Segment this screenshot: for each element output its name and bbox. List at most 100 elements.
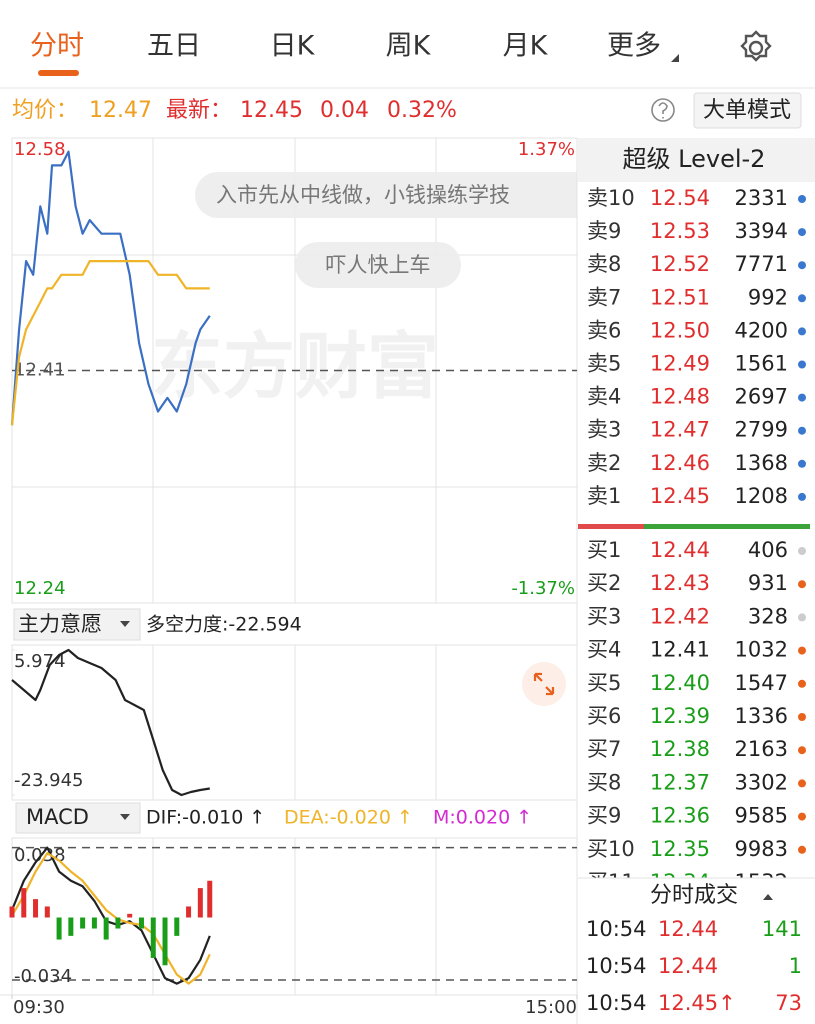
histogram-bar bbox=[174, 917, 180, 936]
bid-list: 买1 12.44 406 买2 12.43 931 买3 12.42 328 买4 12.41 103… bbox=[587, 538, 806, 894]
level-price: 12.37 bbox=[650, 770, 710, 794]
avg-value: 12.47 bbox=[89, 98, 152, 123]
indicator-dropdown[interactable] bbox=[13, 608, 141, 641]
mode-button-label: 大单模式 bbox=[703, 98, 791, 123]
mode-button[interactable] bbox=[693, 92, 802, 129]
expand-icon[interactable] bbox=[522, 662, 566, 706]
legend-entry: M:0.020 ↑ bbox=[433, 807, 532, 829]
macd-dropdown[interactable] bbox=[15, 802, 141, 834]
level-price: 12.47 bbox=[650, 418, 710, 442]
level-volume: 992 bbox=[748, 285, 788, 309]
level-volume: 1547 bbox=[735, 671, 788, 695]
level-price: 12.44 bbox=[650, 538, 710, 562]
trades-caret[interactable] bbox=[763, 894, 773, 900]
histogram-bar bbox=[56, 917, 62, 940]
level-dot bbox=[798, 580, 806, 589]
series-line bbox=[11, 648, 210, 797]
tab[interactable]: 周K bbox=[386, 31, 432, 62]
dropdown-caret bbox=[120, 814, 130, 820]
level-label: 卖10 bbox=[587, 186, 635, 210]
more-caret bbox=[671, 54, 679, 62]
level-label: 买2 bbox=[587, 571, 621, 595]
level-label: 买10 bbox=[587, 837, 635, 861]
level-label: 卖8 bbox=[587, 252, 621, 276]
level-label: 卖6 bbox=[587, 318, 621, 342]
level-dot bbox=[798, 327, 806, 336]
level-volume: 1561 bbox=[735, 352, 788, 376]
level-price: 12.40 bbox=[650, 671, 710, 695]
series-line bbox=[10, 846, 211, 985]
histogram-bar bbox=[9, 906, 15, 918]
level-price: 12.48 bbox=[650, 385, 710, 409]
level-dot bbox=[798, 393, 806, 402]
level-volume: 9983 bbox=[735, 837, 788, 861]
level-label: 卖2 bbox=[587, 451, 621, 475]
level-label: 买11 bbox=[587, 870, 635, 894]
level-volume: 2697 bbox=[735, 385, 788, 409]
trade-price: 12.44 bbox=[658, 954, 718, 978]
histogram-bar bbox=[44, 906, 50, 918]
level-dot bbox=[798, 845, 806, 854]
settings-icon[interactable] bbox=[740, 30, 772, 62]
bubble bbox=[195, 172, 577, 218]
tab[interactable]: 日K bbox=[270, 31, 316, 62]
trades-title: 分时成交 bbox=[650, 883, 738, 908]
level-price: 12.50 bbox=[650, 318, 710, 342]
level-label: 买7 bbox=[587, 737, 621, 761]
trade-volume: 73 bbox=[775, 991, 802, 1015]
y-tick-label: 12.24 bbox=[14, 578, 66, 599]
histogram-bar bbox=[207, 880, 213, 918]
help-icon[interactable] bbox=[651, 98, 675, 122]
level-dot bbox=[798, 261, 806, 270]
tab[interactable]: 五日 bbox=[147, 31, 201, 62]
tab[interactable]: 更多 bbox=[607, 31, 661, 62]
y2-tick-label: 1.37% bbox=[518, 139, 575, 160]
level-volume: 1336 bbox=[735, 704, 788, 728]
y-tick-label: -0.034 bbox=[14, 966, 72, 987]
bubble-text: 吓人快上车 bbox=[326, 253, 431, 277]
level-label: 卖5 bbox=[587, 352, 621, 376]
level-label: 卖4 bbox=[587, 385, 621, 409]
histogram-bar bbox=[150, 917, 156, 958]
histogram-bar bbox=[197, 888, 203, 918]
legend-entry: DIF:-0.010 ↑ bbox=[146, 807, 265, 829]
histogram-bar bbox=[80, 917, 86, 929]
level-price: 12.36 bbox=[650, 804, 710, 828]
level-dot bbox=[798, 679, 806, 688]
change-pct: 0.32% bbox=[387, 98, 457, 123]
series-line bbox=[10, 260, 210, 426]
tab[interactable]: 分时 bbox=[30, 31, 84, 62]
level-price: 12.52 bbox=[650, 252, 710, 276]
level-dot bbox=[798, 228, 806, 237]
change-value: 0.04 bbox=[320, 98, 369, 123]
y-tick-label: -23.945 bbox=[14, 770, 83, 791]
avg-label: 均价： bbox=[12, 98, 78, 123]
tab[interactable]: 月K bbox=[503, 31, 549, 62]
level-volume: 1532 bbox=[735, 870, 788, 894]
level-price: 12.53 bbox=[650, 219, 710, 243]
level-dot bbox=[798, 646, 806, 655]
level-label: 卖7 bbox=[587, 285, 621, 309]
level-dot bbox=[798, 779, 806, 788]
series-line bbox=[10, 150, 211, 426]
indicator-name: 主力意愿 bbox=[18, 612, 102, 636]
trade-price: 12.45↑ bbox=[658, 991, 736, 1015]
trade-list: 10:54 12.44 141 10:54 12.44 1 10:54 12.45↑ 73 bbox=[586, 917, 802, 1015]
level-price: 12.46 bbox=[650, 451, 710, 475]
level-label: 买5 bbox=[587, 671, 621, 695]
ask-list: 卖10 12.54 2331 卖9 12.53 3394 卖8 12.52 7771 卖7 12.5… bbox=[587, 186, 806, 508]
level-volume: 1208 bbox=[735, 484, 788, 508]
level2-header bbox=[578, 138, 815, 182]
histogram-bar bbox=[91, 917, 97, 929]
level-dot bbox=[798, 360, 806, 369]
bubble bbox=[295, 242, 461, 288]
histogram-bar bbox=[115, 917, 121, 929]
histogram-bar bbox=[68, 917, 74, 936]
level-price: 12.39 bbox=[650, 704, 710, 728]
level-volume: 3302 bbox=[735, 770, 788, 794]
latest-value: 12.45 bbox=[240, 98, 303, 123]
level-volume: 9585 bbox=[735, 804, 788, 828]
level-dot bbox=[798, 426, 806, 435]
